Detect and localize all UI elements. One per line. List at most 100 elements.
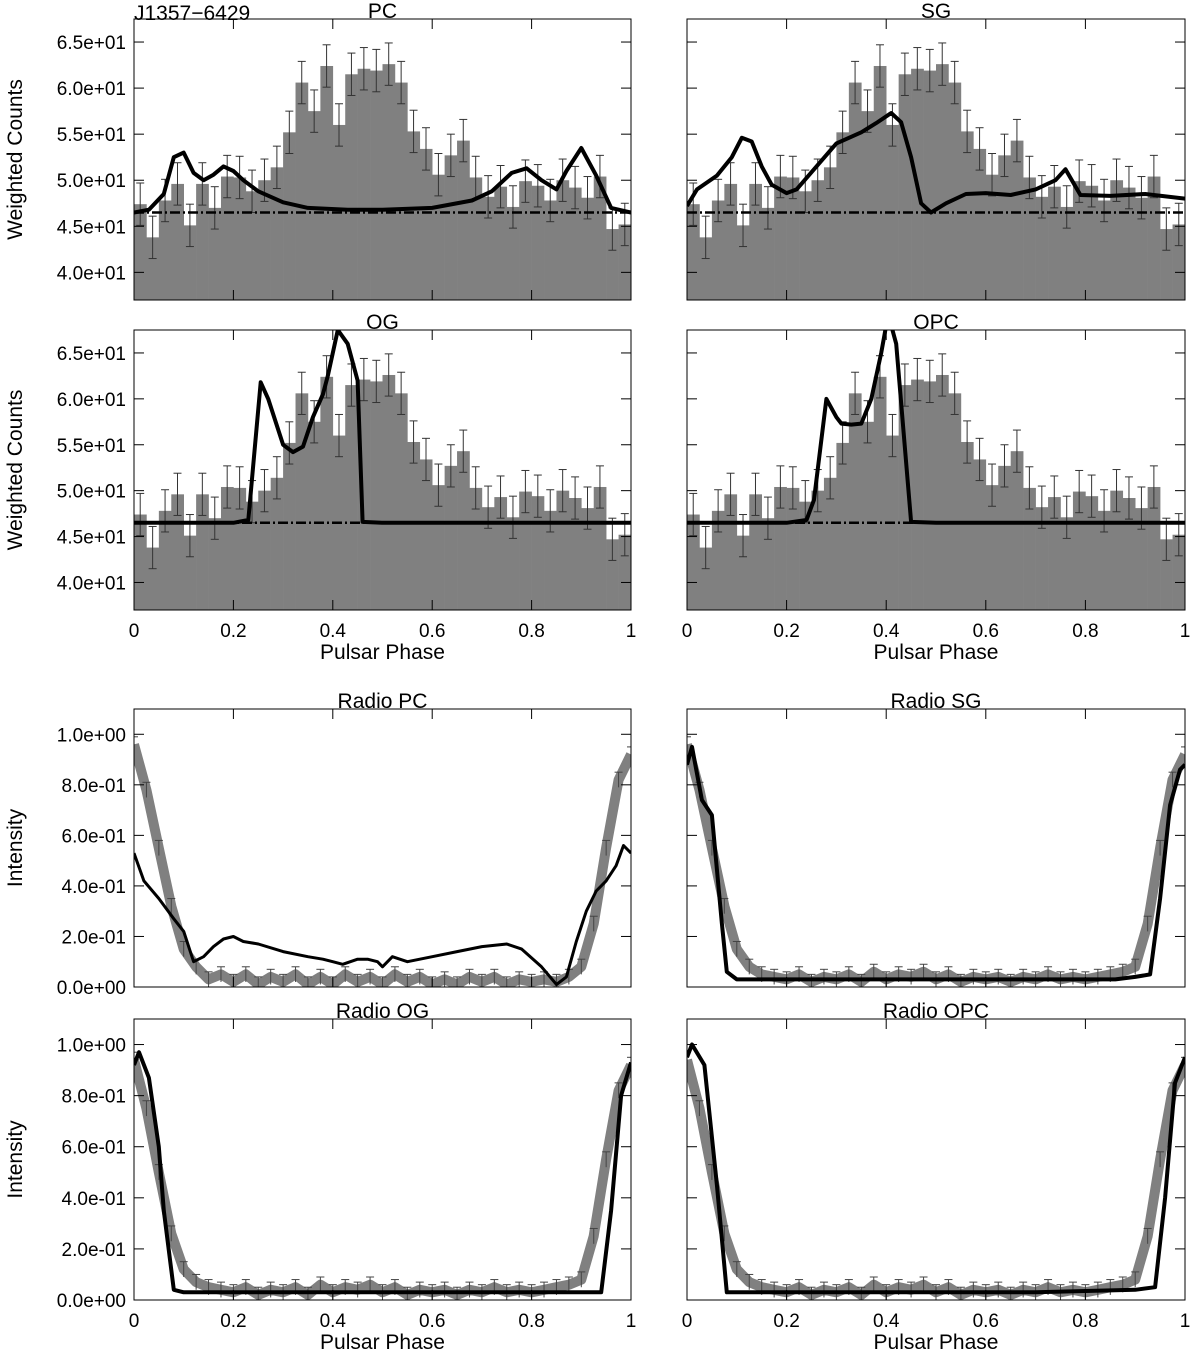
histogram-bar <box>1085 185 1099 300</box>
histogram-bar <box>1048 186 1061 300</box>
panel-radio-pc: 0.0e+00 2.0e-01 4.0e-01 6.0e-01 8.0e-01 1.0e+… <box>4 690 632 999</box>
histogram-bar <box>774 176 787 300</box>
y-tick-label: 4.5e+01 <box>57 217 126 238</box>
histogram-bar <box>749 183 762 300</box>
histogram-bar <box>320 65 334 300</box>
plot-frame <box>686 329 1186 611</box>
histogram-bar <box>823 477 837 610</box>
y-tick-label: 1.0e+00 <box>57 725 126 746</box>
histogram-bar <box>233 487 247 610</box>
histogram-bar <box>761 518 775 610</box>
x-tick-label: 0 <box>129 621 140 642</box>
y-tick-label: 5.5e+01 <box>57 125 126 146</box>
histogram-bar <box>656 525 669 610</box>
histogram-bar <box>233 177 247 300</box>
panel-title: Radio SG <box>890 690 981 713</box>
histogram-bar <box>668 225 681 300</box>
histogram-bar <box>799 501 812 610</box>
histogram-bar <box>911 379 924 610</box>
histogram-bar <box>873 376 887 610</box>
histogram-bar <box>208 518 222 610</box>
plot-area <box>134 42 681 300</box>
histogram-bar <box>370 381 383 610</box>
histogram-bar <box>382 64 396 300</box>
histogram-bar <box>593 176 607 300</box>
y-tick-label: 1.0e+00 <box>57 1036 126 1057</box>
x-tick-label: 0.8 <box>1072 621 1098 642</box>
model-radio-profile <box>134 844 631 986</box>
histogram-bar <box>270 477 284 610</box>
histogram-bar <box>668 536 681 610</box>
histogram-bar <box>245 501 259 610</box>
histogram-bar <box>220 486 234 610</box>
histogram-bar <box>631 532 644 610</box>
histogram-bar <box>481 507 495 610</box>
histogram-bar <box>861 421 875 610</box>
histogram-bar <box>419 459 433 610</box>
histogram-bar <box>643 254 656 300</box>
histogram-bar <box>382 374 396 610</box>
histogram-bar <box>1135 197 1148 300</box>
histogram-bar <box>134 514 147 610</box>
histogram-bar <box>1122 498 1136 610</box>
histogram-bar <box>960 442 974 610</box>
histogram-bar <box>699 237 713 300</box>
histogram-bar <box>1072 181 1086 300</box>
histogram-bar <box>736 535 750 610</box>
y-tick-label: 4.5e+01 <box>57 528 126 549</box>
histogram-bar <box>836 442 850 610</box>
y-tick-label: 8.0e-01 <box>62 776 126 797</box>
histogram-bar <box>258 490 271 610</box>
model-light-curve <box>687 111 1185 215</box>
panel-title: Radio OPC <box>883 1000 989 1023</box>
histogram-bar <box>606 229 619 300</box>
observed-radio-profile <box>687 743 1185 987</box>
histogram-bar <box>258 180 271 300</box>
histogram-bar <box>998 465 1011 610</box>
histogram-bar <box>848 393 862 610</box>
histogram-bar <box>774 486 787 610</box>
histogram-bar <box>973 148 987 300</box>
x-axis-title: Pulsar Phase <box>874 641 999 664</box>
histogram-bar <box>948 82 962 300</box>
x-axis-title: Pulsar Phase <box>320 641 445 664</box>
histogram-bar <box>736 225 750 300</box>
histogram-bar <box>1185 222 1198 300</box>
model-light-curve <box>134 330 631 525</box>
y-tick-label: 0.0e+00 <box>57 978 126 999</box>
x-tick-label: 0.6 <box>973 1311 999 1332</box>
histogram-bar <box>687 204 700 300</box>
histogram-bar <box>618 224 631 300</box>
histogram-bar <box>1110 490 1124 610</box>
histogram-bar <box>183 535 197 610</box>
x-axis-title: Pulsar Phase <box>874 1331 999 1354</box>
histogram-bar <box>1147 176 1161 300</box>
histogram-bar <box>444 465 458 610</box>
histogram-bar <box>146 547 160 610</box>
histogram-bar <box>656 214 669 300</box>
histogram-bar <box>799 191 812 300</box>
histogram-bar <box>220 176 234 300</box>
histogram-bar <box>357 68 371 300</box>
panel-radio-opc: 0 0.2 0.4 0.6 0.8 1 Radio OPC Pulsar Phase <box>682 1000 1191 1354</box>
histogram-bar <box>699 547 713 610</box>
x-tick-label: 0.8 <box>518 1311 544 1332</box>
panel-title: Radio OG <box>336 1000 429 1023</box>
histogram-bar <box>394 393 408 610</box>
histogram-bar <box>469 487 483 610</box>
histogram-bar <box>618 534 631 610</box>
x-tick-label: 0.4 <box>873 621 900 642</box>
plot-frame <box>133 1018 632 1301</box>
histogram-bar <box>1097 200 1111 300</box>
histogram-bar <box>1172 224 1185 300</box>
x-tick-label: 0.4 <box>320 621 347 642</box>
histogram-bar <box>873 65 887 300</box>
plot-area <box>687 42 1198 300</box>
y-axis-title: Weighted Counts <box>4 79 27 240</box>
y-tick-label: 2.0e-01 <box>62 1240 126 1261</box>
plot-frame <box>133 329 632 611</box>
histogram-bar <box>1172 534 1185 610</box>
histogram-bar <box>1097 510 1111 610</box>
histogram-bar <box>985 485 999 610</box>
histogram-bar <box>506 206 520 300</box>
